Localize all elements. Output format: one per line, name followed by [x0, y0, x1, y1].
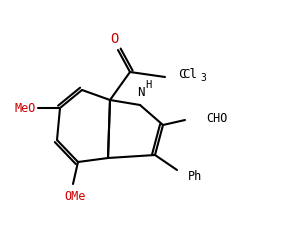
- Text: N: N: [137, 87, 145, 99]
- Text: CHO: CHO: [206, 113, 227, 125]
- Text: 3: 3: [200, 73, 206, 83]
- Text: C: C: [178, 69, 186, 81]
- Text: H: H: [145, 80, 151, 90]
- Text: Cl: Cl: [182, 69, 197, 81]
- Text: Ph: Ph: [188, 171, 202, 183]
- Text: O: O: [110, 32, 118, 46]
- Text: MeO: MeO: [15, 102, 36, 114]
- Text: OMe: OMe: [64, 191, 86, 203]
